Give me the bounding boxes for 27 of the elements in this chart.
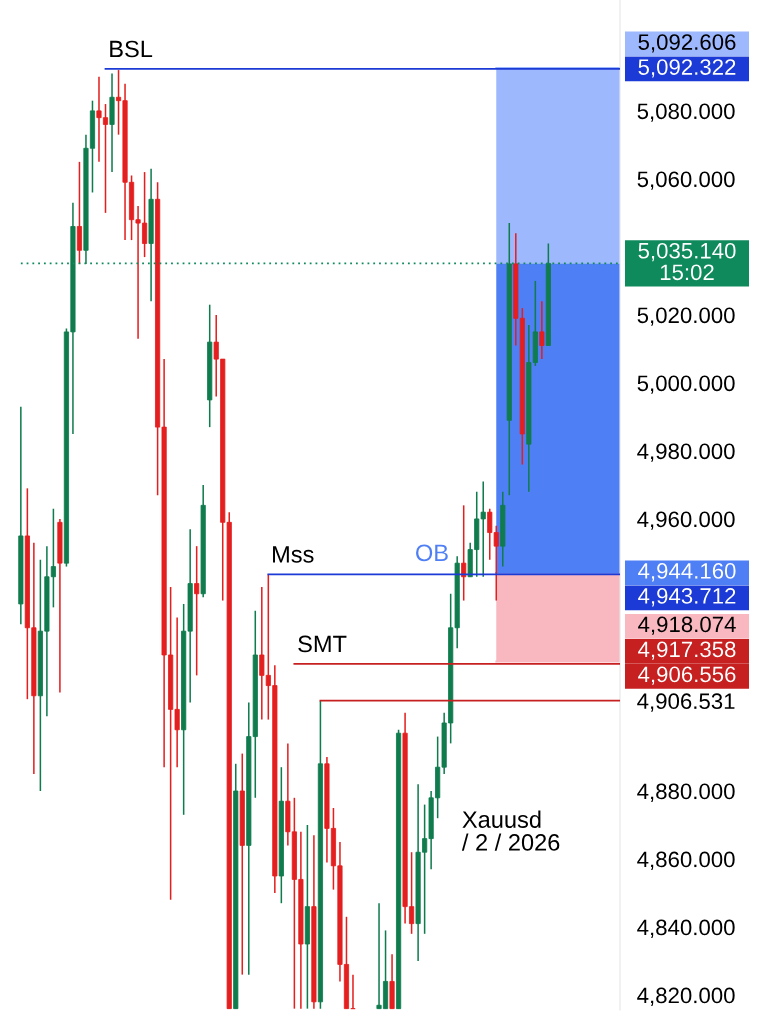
candlestick: [539, 300, 545, 360]
y-tick-label: 4,960.000: [637, 511, 735, 530]
data-label: 4,918.074: [638, 616, 736, 635]
y-tick-label: 4,840.000: [637, 919, 735, 938]
data-label: 5,092.606: [638, 34, 736, 53]
y-tick-label: 5,000.000: [637, 375, 735, 394]
y-tick-label: 4,880.000: [637, 783, 735, 802]
series-label: SMT: [298, 635, 347, 653]
y-tick-label: 4,820.000: [637, 987, 735, 1006]
data-label: 4,906.556: [638, 666, 736, 685]
y-tick-label: 5,080.000: [637, 103, 735, 122]
data-label: 4,944.160: [638, 563, 736, 582]
text: OB: [416, 544, 448, 562]
series-label: BSL: [110, 40, 153, 58]
data-label: 5,035.140 15:02: [638, 242, 736, 281]
data-label: 4,917.358: [638, 641, 736, 660]
series-label: Mss: [273, 546, 314, 563]
data-label: 4,943.712: [638, 588, 736, 607]
data-label: 5,092.322: [638, 59, 736, 78]
candlestick: [194, 545, 200, 677]
annotation: Xauusd / 2 / 2026: [461, 810, 560, 851]
y-tick-label: 5,020.000: [637, 307, 735, 326]
y-tick-label: 4,860.000: [637, 851, 735, 870]
y-tick-label: 4,980.000: [637, 443, 735, 462]
y-tick-label: 4,906.531: [637, 693, 735, 712]
candlestick: [76, 161, 83, 265]
y-tick-label: 5,060.000: [637, 171, 735, 190]
